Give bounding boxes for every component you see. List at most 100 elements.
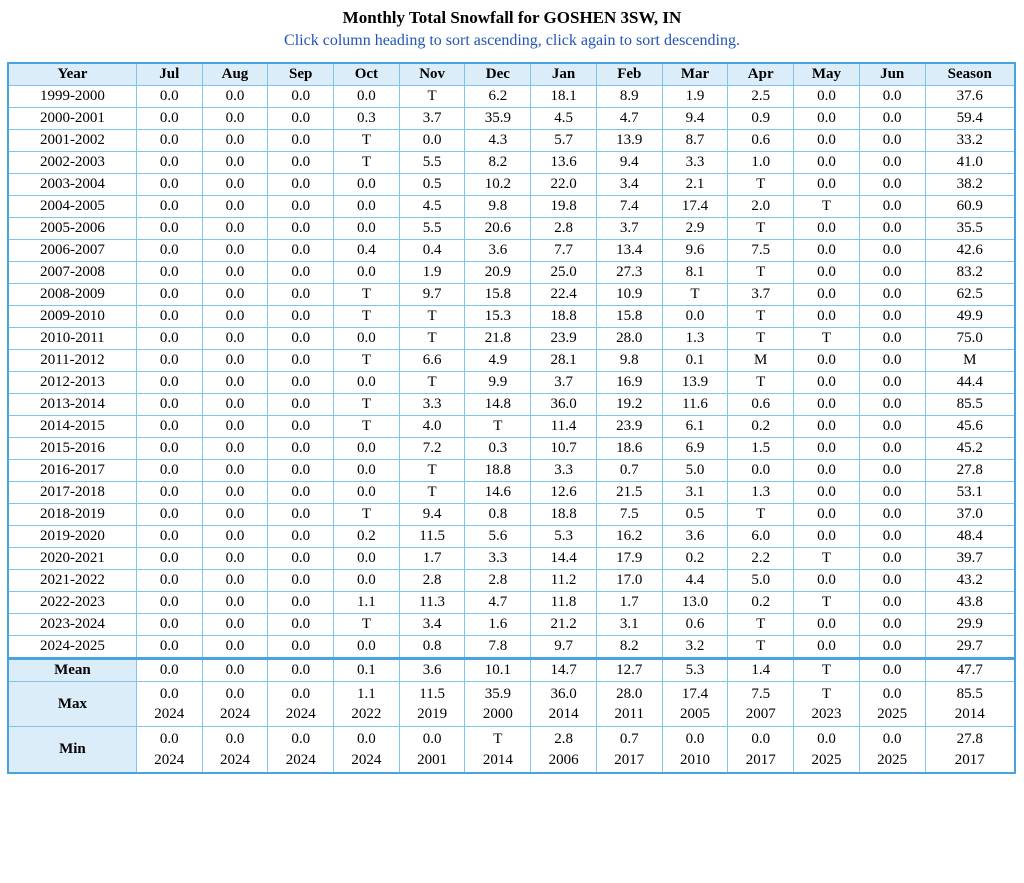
table-row: 2002-2003 0.0 0.0 0.0 T 5.5 8.2 13.6 9.4 3.3 1.0 0.… <box>7 150 1016 174</box>
value-cell: 0.0 <box>333 260 400 284</box>
value-cell: 43.8 <box>924 590 1016 614</box>
extreme-year: 2017 <box>745 751 776 768</box>
value-cell: 2.1 <box>661 172 729 196</box>
value-cell: 0.0 <box>267 568 335 592</box>
value-cell: 3.3 <box>661 150 729 174</box>
table-row: 2019-2020 0.0 0.0 0.0 0.2 11.5 5.6 5.3 16.2 3.6 6.… <box>7 524 1016 548</box>
value-cell: 0.0 <box>793 84 860 108</box>
column-header-season[interactable]: Season <box>924 62 1016 86</box>
extreme-value: 11.5 <box>419 685 445 702</box>
value-cell: 0.3 <box>464 436 532 460</box>
value-cell: 85.5 2014 <box>924 680 1016 728</box>
column-header-sep[interactable]: Sep <box>267 62 335 86</box>
table-row: 2000-2001 0.0 0.0 0.0 0.3 3.7 35.9 4.5 4.7 9.4 0.9… <box>7 106 1016 130</box>
value-cell: 0.0 <box>267 282 335 306</box>
column-header-nov[interactable]: Nov <box>398 62 466 86</box>
value-cell: 0.0 <box>793 238 860 262</box>
value-cell: M <box>924 348 1016 372</box>
year-cell: 2013-2014 <box>7 392 137 416</box>
value-cell: 0.0 <box>135 524 203 548</box>
value-cell: 0.0 <box>135 546 203 570</box>
value-cell: T <box>727 634 795 659</box>
value-cell: 11.2 <box>530 568 597 592</box>
value-cell: 5.0 <box>661 458 729 482</box>
value-cell: 16.9 <box>595 370 663 394</box>
column-header-mar[interactable]: Mar <box>661 62 729 86</box>
value-cell: 0.0 <box>267 502 335 526</box>
value-cell: 10.2 <box>464 172 532 196</box>
value-cell: 18.6 <box>595 436 663 460</box>
table-row: 2012-2013 0.0 0.0 0.0 0.0 T 9.9 3.7 16.9 13.9 T 0.0… <box>7 370 1016 394</box>
value-cell: T <box>333 282 400 306</box>
value-cell: 0.0 <box>793 612 860 636</box>
value-cell: 0.0 <box>135 568 203 592</box>
value-cell: 19.2 <box>595 392 663 416</box>
value-cell: 0.0 <box>267 260 335 284</box>
value-cell: 0.0 <box>135 238 203 262</box>
summary-row-max: Max 0.0 2024 0.0 2024 0.0 2024 1.1 2022 11.5 2019 3… <box>7 680 1016 728</box>
extreme-value: 28.0 <box>616 685 643 702</box>
value-cell: 0.0 <box>201 436 269 460</box>
extreme-value: 36.0 <box>550 685 577 702</box>
year-cell: 2020-2021 <box>7 546 137 570</box>
extreme-year: 2010 <box>680 751 710 768</box>
value-cell: 0.0 <box>793 502 860 526</box>
value-cell: 4.5 <box>398 194 466 218</box>
value-cell: 0.0 <box>858 216 926 240</box>
column-header-aug[interactable]: Aug <box>201 62 269 86</box>
column-header-apr[interactable]: Apr <box>727 62 795 86</box>
value-cell: T <box>727 502 795 526</box>
value-cell: 0.0 <box>201 106 269 130</box>
extreme-value: 0.0 <box>357 731 376 748</box>
value-cell: 0.0 <box>135 656 203 682</box>
summary-label: Max <box>7 680 137 728</box>
value-cell: 0.0 <box>267 436 335 460</box>
column-header-oct[interactable]: Oct <box>333 62 400 86</box>
value-cell: 0.0 <box>135 150 203 174</box>
summary-row-mean: Mean 0.0 0.0 0.0 0.1 3.6 10.1 14.7 12.7 5.3 1.4 T 0.… <box>7 656 1016 682</box>
value-cell: 0.0 <box>333 326 400 350</box>
value-cell: 14.4 <box>530 546 597 570</box>
value-cell: 0.0 <box>267 458 335 482</box>
value-cell: 9.8 <box>464 194 532 218</box>
extreme-value: 17.4 <box>681 685 709 702</box>
column-header-dec[interactable]: Dec <box>464 62 532 86</box>
value-cell: 0.0 2001 <box>398 726 466 774</box>
column-header-jun[interactable]: Jun <box>858 62 926 86</box>
value-cell: 0.0 <box>333 194 400 218</box>
value-cell: 0.8 <box>464 502 532 526</box>
value-cell: 5.7 <box>530 128 597 152</box>
extreme-year: 2001 <box>417 751 448 768</box>
value-cell: 11.5 2019 <box>398 680 466 728</box>
table-row: 2021-2022 0.0 0.0 0.0 0.0 2.8 2.8 11.2 17.0 4.4 5.… <box>7 568 1016 592</box>
year-cell: 2022-2023 <box>7 590 137 614</box>
extreme-year: 2000 <box>482 706 513 723</box>
extreme-value: 0.0 <box>882 685 902 702</box>
value-cell: 0.0 <box>135 392 203 416</box>
column-header-year[interactable]: Year <box>7 62 137 86</box>
value-cell: 0.0 <box>201 546 269 570</box>
value-cell: T <box>398 326 466 350</box>
extreme-value: 0.0 <box>225 731 245 748</box>
column-header-may[interactable]: May <box>793 62 860 86</box>
value-cell: T <box>333 392 400 416</box>
value-cell: 22.0 <box>530 172 597 196</box>
value-cell: T 2023 <box>793 680 860 728</box>
column-header-jan[interactable]: Jan <box>530 62 597 86</box>
value-cell: T 2014 <box>464 726 532 774</box>
table-row: 2003-2004 0.0 0.0 0.0 0.0 0.5 10.2 22.0 3.4 2.1 T 0… <box>7 172 1016 196</box>
column-header-jul[interactable]: Jul <box>135 62 203 86</box>
table-row: 2008-2009 0.0 0.0 0.0 T 9.7 15.8 22.4 10.9 T 3.7 0.… <box>7 282 1016 306</box>
value-cell: 0.0 <box>793 392 860 416</box>
value-cell: 2.8 <box>398 568 466 592</box>
value-cell: 17.9 <box>595 546 663 570</box>
value-cell: 0.0 <box>333 216 400 240</box>
value-cell: 2.5 <box>727 84 795 108</box>
value-cell: 17.4 <box>661 194 729 218</box>
value-cell: 0.2 <box>333 524 400 548</box>
value-cell: T <box>398 458 466 482</box>
value-cell: 35.9 <box>464 106 532 130</box>
value-cell: T <box>464 414 532 438</box>
value-cell: 15.8 <box>595 304 663 328</box>
column-header-feb[interactable]: Feb <box>595 62 663 86</box>
